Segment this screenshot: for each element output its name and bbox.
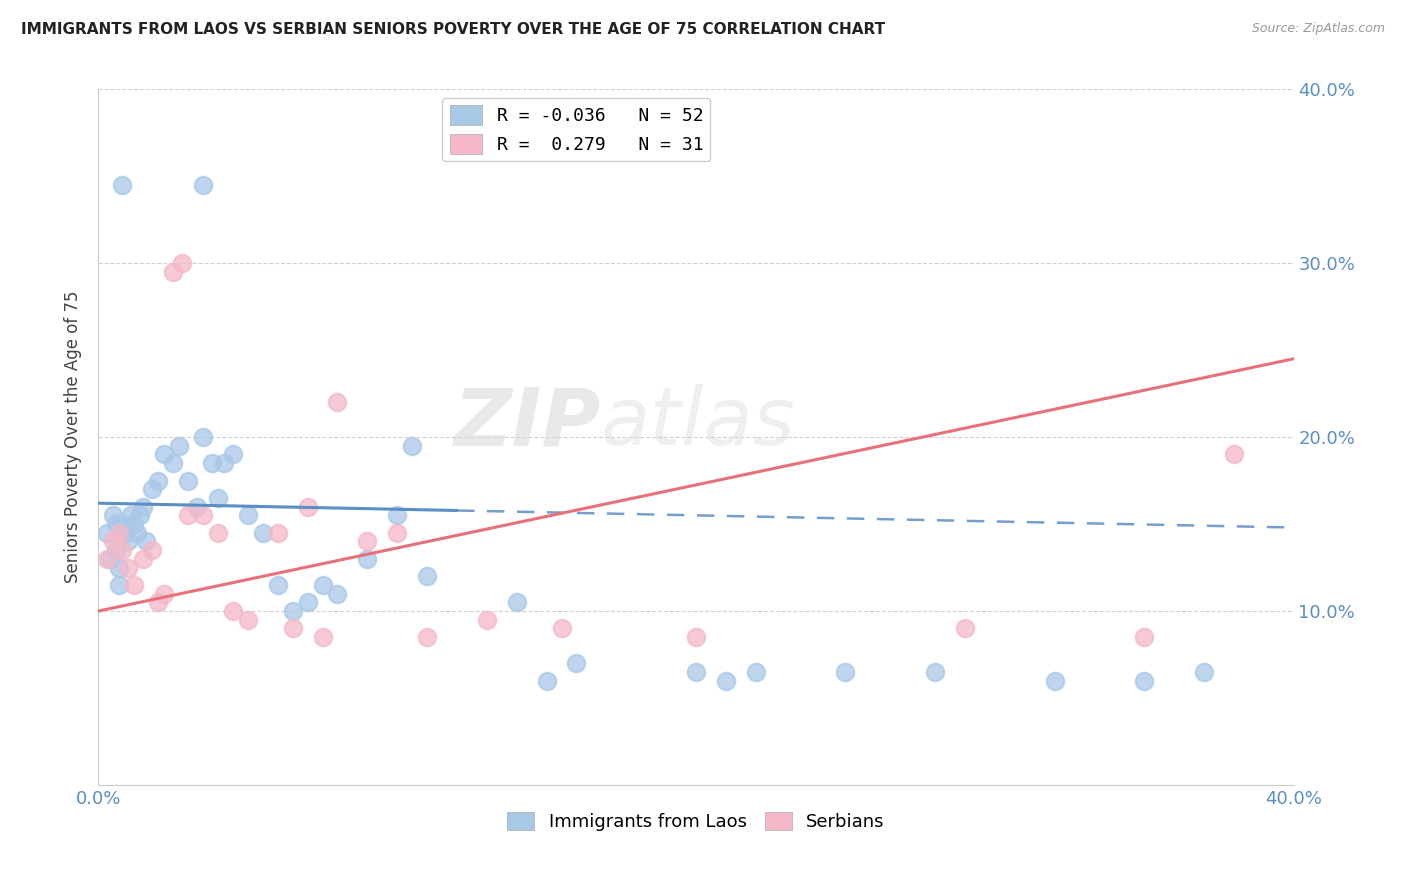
- Point: [124, 578, 146, 592]
- Point: [311, 578, 333, 592]
- Point: [120, 508, 142, 523]
- Point: [565, 657, 588, 671]
- Point: [114, 525, 136, 540]
- Point: [191, 178, 214, 192]
- Point: [297, 595, 319, 609]
- Point: [326, 587, 349, 601]
- Point: [201, 456, 224, 470]
- Point: [311, 630, 333, 644]
- Text: atlas: atlas: [600, 384, 796, 462]
- Point: [1192, 665, 1215, 679]
- Point: [96, 551, 118, 566]
- Point: [141, 543, 163, 558]
- Point: [924, 665, 946, 679]
- Point: [167, 439, 190, 453]
- Point: [416, 569, 439, 583]
- Y-axis label: Seniors Poverty Over the Age of 75: Seniors Poverty Over the Age of 75: [65, 291, 83, 583]
- Point: [148, 474, 170, 488]
- Point: [162, 265, 184, 279]
- Legend: Immigrants from Laos, Serbians: Immigrants from Laos, Serbians: [501, 805, 891, 838]
- Point: [953, 621, 976, 635]
- Point: [1043, 673, 1066, 688]
- Point: [416, 630, 439, 644]
- Point: [129, 508, 152, 523]
- Point: [834, 665, 856, 679]
- Point: [222, 604, 245, 618]
- Point: [207, 525, 229, 540]
- Point: [127, 525, 149, 540]
- Point: [135, 534, 157, 549]
- Point: [177, 474, 200, 488]
- Point: [132, 551, 155, 566]
- Point: [385, 508, 409, 523]
- Point: [111, 516, 134, 531]
- Point: [281, 604, 304, 618]
- Point: [222, 447, 245, 462]
- Point: [356, 534, 378, 549]
- Point: [356, 551, 378, 566]
- Point: [191, 430, 214, 444]
- Point: [105, 543, 128, 558]
- Point: [117, 534, 139, 549]
- Point: [685, 630, 707, 644]
- Point: [172, 256, 194, 270]
- Point: [550, 621, 572, 635]
- Point: [212, 456, 235, 470]
- Point: [124, 516, 146, 531]
- Point: [1223, 447, 1246, 462]
- Point: [108, 578, 131, 592]
- Point: [401, 439, 423, 453]
- Point: [98, 551, 122, 566]
- Point: [1133, 630, 1156, 644]
- Point: [207, 491, 229, 505]
- Point: [1133, 673, 1156, 688]
- Point: [108, 525, 131, 540]
- Point: [186, 500, 208, 514]
- Point: [141, 482, 163, 496]
- Point: [153, 447, 176, 462]
- Point: [96, 525, 118, 540]
- Text: ZIP: ZIP: [453, 384, 600, 462]
- Point: [132, 500, 155, 514]
- Point: [148, 595, 170, 609]
- Point: [326, 395, 349, 409]
- Point: [162, 456, 184, 470]
- Point: [506, 595, 529, 609]
- Point: [111, 178, 134, 192]
- Point: [153, 587, 176, 601]
- Point: [267, 525, 290, 540]
- Point: [745, 665, 768, 679]
- Point: [236, 613, 259, 627]
- Point: [103, 534, 125, 549]
- Point: [236, 508, 259, 523]
- Point: [108, 560, 131, 574]
- Point: [103, 508, 125, 523]
- Text: Source: ZipAtlas.com: Source: ZipAtlas.com: [1251, 22, 1385, 36]
- Point: [252, 525, 274, 540]
- Point: [267, 578, 290, 592]
- Point: [191, 508, 214, 523]
- Point: [105, 516, 128, 531]
- Point: [536, 673, 558, 688]
- Point: [111, 543, 134, 558]
- Point: [281, 621, 304, 635]
- Point: [297, 500, 319, 514]
- Point: [475, 613, 498, 627]
- Point: [685, 665, 707, 679]
- Point: [117, 560, 139, 574]
- Text: IMMIGRANTS FROM LAOS VS SERBIAN SENIORS POVERTY OVER THE AGE OF 75 CORRELATION C: IMMIGRANTS FROM LAOS VS SERBIAN SENIORS …: [21, 22, 886, 37]
- Point: [385, 525, 409, 540]
- Point: [177, 508, 200, 523]
- Point: [714, 673, 737, 688]
